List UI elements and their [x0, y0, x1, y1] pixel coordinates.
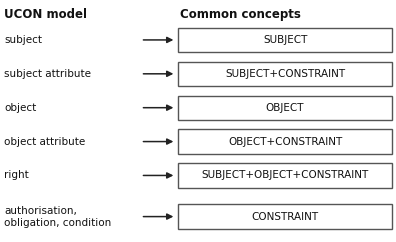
Text: OBJECT: OBJECT: [266, 103, 305, 113]
Text: authorisation,: authorisation,: [4, 205, 77, 216]
FancyBboxPatch shape: [178, 28, 392, 52]
Text: SUBJECT+OBJECT+CONSTRAINT: SUBJECT+OBJECT+CONSTRAINT: [202, 170, 369, 181]
Text: CONSTRAINT: CONSTRAINT: [251, 212, 319, 222]
Text: UCON model: UCON model: [4, 8, 87, 22]
Text: SUBJECT: SUBJECT: [263, 35, 307, 45]
Text: Common concepts: Common concepts: [180, 8, 301, 22]
Text: right: right: [4, 170, 29, 181]
FancyBboxPatch shape: [178, 129, 392, 154]
Text: SUBJECT+CONSTRAINT: SUBJECT+CONSTRAINT: [225, 69, 345, 79]
Text: object attribute: object attribute: [4, 136, 85, 147]
FancyBboxPatch shape: [178, 62, 392, 86]
Text: object: object: [4, 103, 36, 113]
Text: OBJECT+CONSTRAINT: OBJECT+CONSTRAINT: [228, 136, 342, 147]
FancyBboxPatch shape: [178, 204, 392, 229]
FancyBboxPatch shape: [178, 96, 392, 120]
FancyBboxPatch shape: [178, 163, 392, 188]
Text: subject: subject: [4, 35, 42, 45]
Text: subject attribute: subject attribute: [4, 69, 91, 79]
Text: obligation, condition: obligation, condition: [4, 218, 111, 228]
